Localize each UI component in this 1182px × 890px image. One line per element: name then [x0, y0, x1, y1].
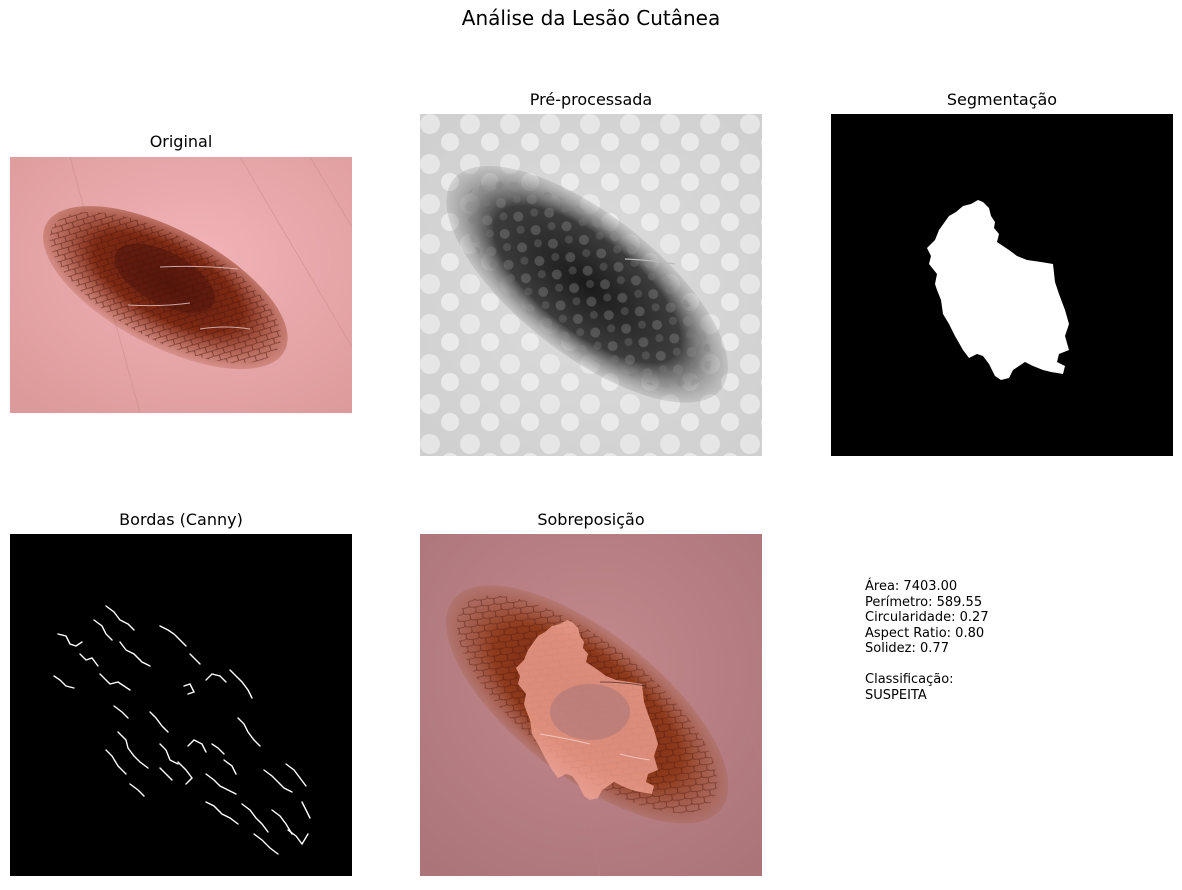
original-image	[10, 157, 352, 413]
edges-image	[10, 534, 352, 876]
segmentation-mask	[831, 114, 1173, 456]
metrics-text: Área: 7403.00 Perímetro: 589.55 Circular…	[865, 579, 989, 703]
panel-title-segmentation: Segmentação	[946, 90, 1058, 109]
panel-title-original: Original	[149, 132, 213, 151]
figure-title: Análise da Lesão Cutânea	[461, 6, 721, 30]
panel-title-preprocessed: Pré-processada	[529, 90, 653, 109]
metrics-spacer	[865, 657, 989, 673]
metric-solidity: Solidez: 0.77	[865, 641, 949, 656]
panel-title-overlay: Sobreposição	[537, 510, 645, 529]
metric-circularity: Circularidade: 0.27	[865, 610, 989, 625]
preprocessed-image	[420, 114, 762, 456]
classification-value: SUSPEITA	[865, 687, 927, 703]
panel-title-edges: Bordas (Canny)	[119, 510, 243, 529]
metric-area: Área: 7403.00	[865, 579, 958, 594]
metric-perimeter: Perímetro: 589.55	[865, 594, 983, 610]
classification-label: Classificação:	[865, 672, 954, 687]
metric-aspect-ratio: Aspect Ratio: 0.80	[865, 625, 985, 641]
overlay-image	[420, 534, 762, 876]
